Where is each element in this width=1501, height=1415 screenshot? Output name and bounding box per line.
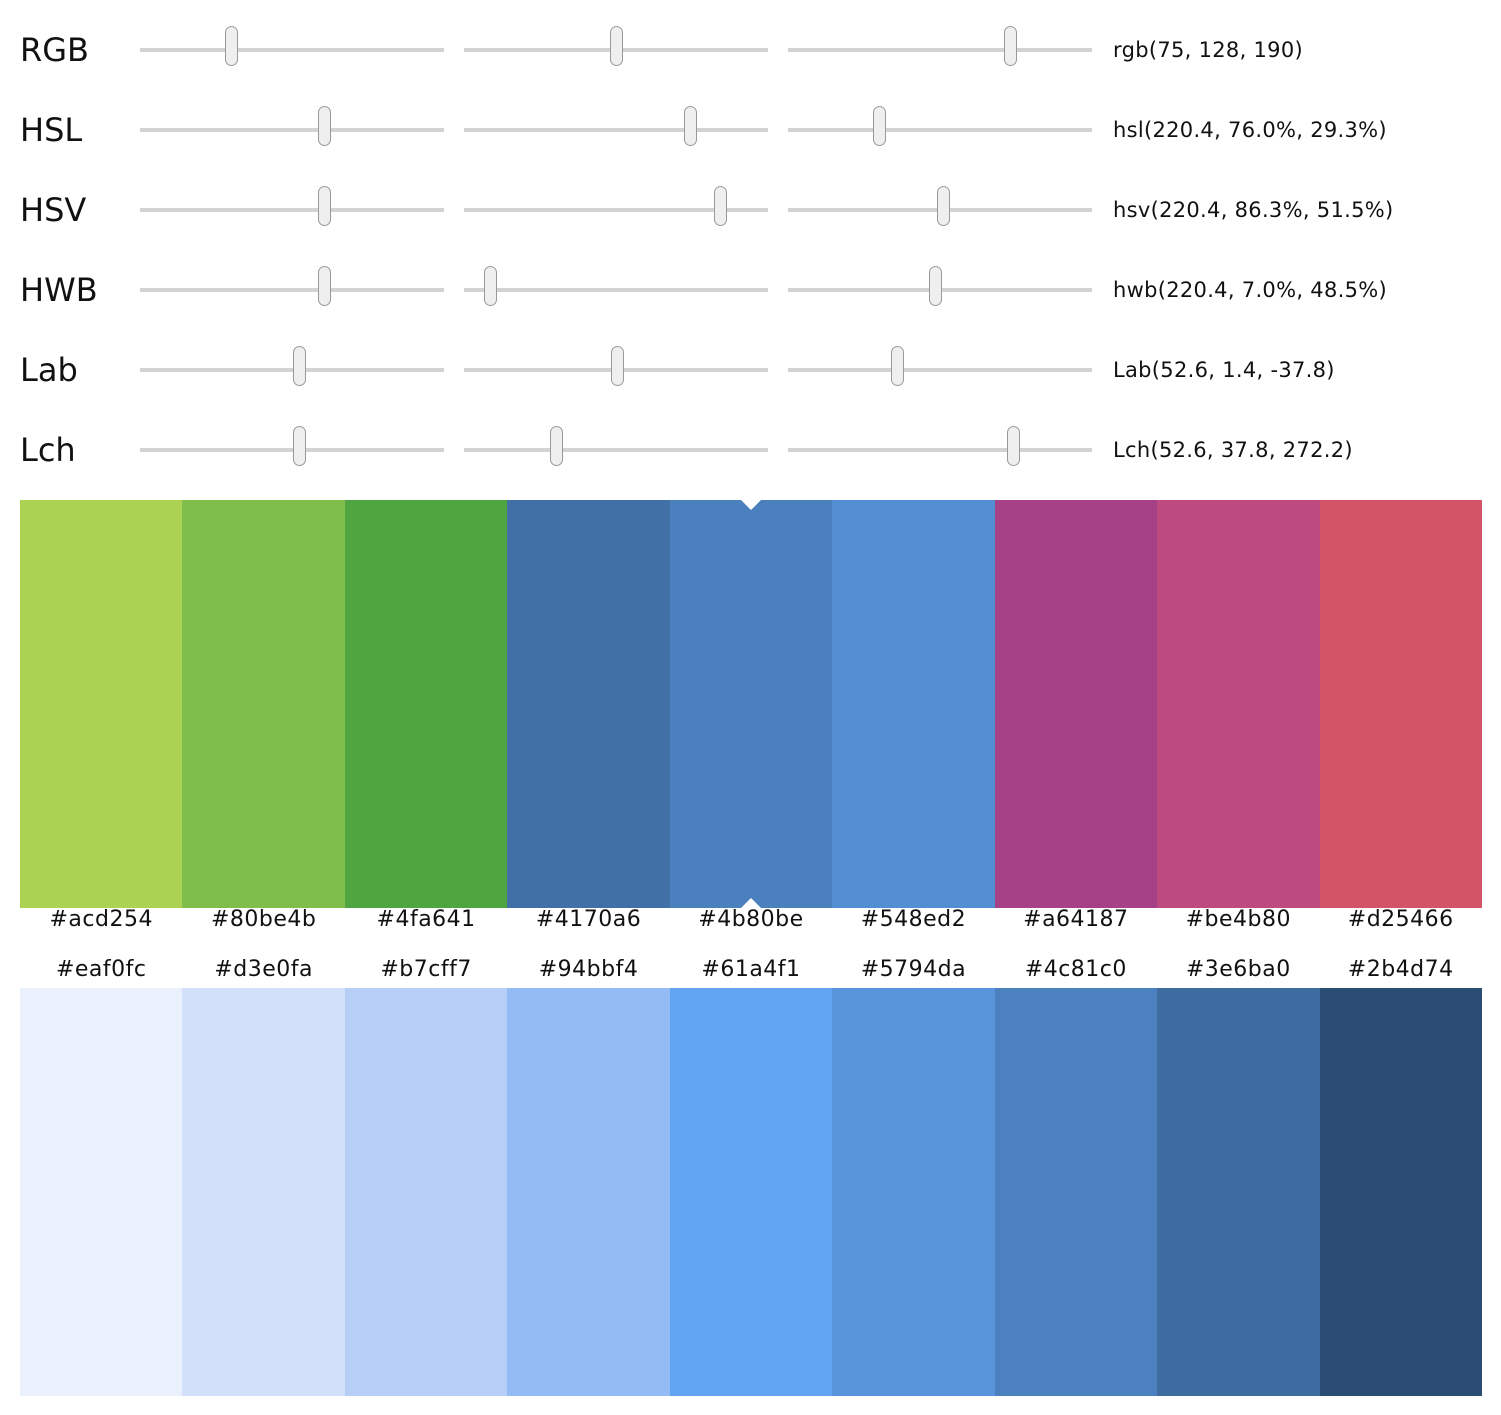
color-value-text: hsl(220.4, 76.0%, 29.3%)	[1113, 118, 1387, 142]
color-swatch[interactable]	[669, 988, 833, 1396]
color-value-text: Lch(52.6, 37.8, 272.2)	[1113, 438, 1353, 462]
slider-track[interactable]	[788, 106, 1092, 146]
slider-thumb[interactable]	[928, 266, 942, 306]
model-label: HWB	[20, 271, 98, 309]
slider-row-lch: Lch Lch(52.6, 37.8, 272.2)	[0, 410, 1501, 490]
slider-thumb[interactable]	[872, 106, 886, 146]
swatch-hex-label: #4b80be	[698, 907, 804, 932]
shade-palette-labels: #eaf0fc #d3e0fa #b7cff7 #94bbf4 #61a4f1 #5794…	[20, 957, 1482, 982]
slider-thumb[interactable]	[937, 186, 951, 226]
color-swatch[interactable]	[1319, 988, 1482, 1396]
color-value-text: hwb(220.4, 7.0%, 48.5%)	[1113, 278, 1387, 302]
swatch-hex-label: #d3e0fa	[214, 957, 313, 982]
slider-track[interactable]	[464, 426, 768, 466]
color-swatch[interactable]	[994, 988, 1158, 1396]
slider-track[interactable]	[464, 106, 768, 146]
slider-track[interactable]	[140, 106, 444, 146]
swatch-hex-label: #80be4b	[210, 907, 317, 932]
color-value-text: rgb(75, 128, 190)	[1113, 38, 1303, 62]
swatch-hex-label: #4170a6	[535, 907, 642, 932]
slider-thumb[interactable]	[317, 186, 331, 226]
color-swatch[interactable]	[994, 500, 1158, 908]
slider-track[interactable]	[788, 346, 1092, 386]
slider-thumb[interactable]	[292, 346, 306, 386]
swatch-hex-label: #4c81c0	[1024, 957, 1127, 982]
color-swatch[interactable]	[507, 988, 670, 1396]
swatch-hex-label: #548ed2	[860, 907, 967, 932]
slider-row-rgb: RGB rgb(75, 128, 190)	[0, 10, 1501, 90]
slider-track[interactable]	[464, 186, 768, 226]
model-label: RGB	[20, 31, 89, 69]
swatch-hex-label: #a64187	[1023, 907, 1129, 932]
slider-thumb[interactable]	[1004, 26, 1018, 66]
slider-thumb[interactable]	[890, 346, 904, 386]
swatch-hex-label: #be4b80	[1185, 907, 1291, 932]
harmony-palette	[20, 500, 1482, 908]
color-swatch[interactable]	[182, 988, 345, 1396]
color-swatch[interactable]	[344, 500, 508, 908]
harmony-palette-labels: #acd254 #80be4b #4fa641 #4170a6 #4b80be #548e…	[20, 907, 1482, 932]
slider-row-hsl: HSL hsl(220.4, 76.0%, 29.3%)	[0, 90, 1501, 170]
slider-row-hsv: HSV hsv(220.4, 86.3%, 51.5%)	[0, 170, 1501, 250]
color-swatch[interactable]	[1157, 988, 1320, 1396]
color-swatch[interactable]	[20, 988, 183, 1396]
color-swatch[interactable]	[832, 988, 995, 1396]
model-label: HSV	[20, 191, 87, 229]
swatch-hex-label: #d25466	[1347, 907, 1454, 932]
swatch-hex-label: #3e6ba0	[1185, 957, 1291, 982]
selected-pointer-top	[741, 500, 761, 510]
model-label: Lab	[20, 351, 78, 389]
slider-thumb[interactable]	[225, 26, 239, 66]
slider-thumb[interactable]	[611, 346, 625, 386]
slider-track[interactable]	[788, 266, 1092, 306]
color-swatch[interactable]	[344, 988, 508, 1396]
slider-track[interactable]	[788, 186, 1092, 226]
slider-thumb[interactable]	[317, 266, 331, 306]
slider-thumb[interactable]	[714, 186, 728, 226]
swatch-hex-label: #2b4d74	[1347, 957, 1454, 982]
color-value-text: Lab(52.6, 1.4, -37.8)	[1113, 358, 1335, 382]
slider-track[interactable]	[464, 26, 768, 66]
color-swatch[interactable]	[832, 500, 995, 908]
slider-thumb[interactable]	[609, 26, 623, 66]
slider-track[interactable]	[140, 426, 444, 466]
slider-track[interactable]	[140, 26, 444, 66]
slider-thumb[interactable]	[484, 266, 498, 306]
color-value-text: hsv(220.4, 86.3%, 51.5%)	[1113, 198, 1394, 222]
slider-thumb[interactable]	[292, 426, 306, 466]
selected-pointer-bottom	[741, 898, 761, 908]
color-swatch[interactable]	[20, 500, 183, 908]
swatch-hex-label: #61a4f1	[701, 957, 801, 982]
slider-thumb[interactable]	[317, 106, 331, 146]
swatch-hex-label: #94bbf4	[538, 957, 639, 982]
slider-thumb[interactable]	[1007, 426, 1021, 466]
swatch-hex-label: #4fa641	[376, 907, 476, 932]
slider-thumb[interactable]	[684, 106, 698, 146]
slider-row-hwb: HWB hwb(220.4, 7.0%, 48.5%)	[0, 250, 1501, 330]
slider-row-lab: Lab Lab(52.6, 1.4, -37.8)	[0, 330, 1501, 410]
swatch-hex-label: #b7cff7	[380, 957, 472, 982]
model-label: HSL	[20, 111, 83, 149]
shade-palette	[20, 988, 1482, 1396]
slider-thumb[interactable]	[549, 426, 563, 466]
slider-track[interactable]	[788, 426, 1092, 466]
slider-track[interactable]	[140, 346, 444, 386]
color-swatch[interactable]	[669, 500, 833, 908]
color-swatch[interactable]	[1319, 500, 1482, 908]
slider-track[interactable]	[140, 186, 444, 226]
slider-track[interactable]	[464, 346, 768, 386]
color-swatch[interactable]	[507, 500, 670, 908]
swatch-hex-label: #acd254	[49, 907, 153, 932]
slider-track[interactable]	[464, 266, 768, 306]
swatch-hex-label: #5794da	[860, 957, 967, 982]
swatch-hex-label: #eaf0fc	[55, 957, 147, 982]
model-label: Lch	[20, 431, 76, 469]
slider-track[interactable]	[140, 266, 444, 306]
color-swatch[interactable]	[182, 500, 345, 908]
color-swatch[interactable]	[1157, 500, 1320, 908]
slider-track[interactable]	[788, 26, 1092, 66]
